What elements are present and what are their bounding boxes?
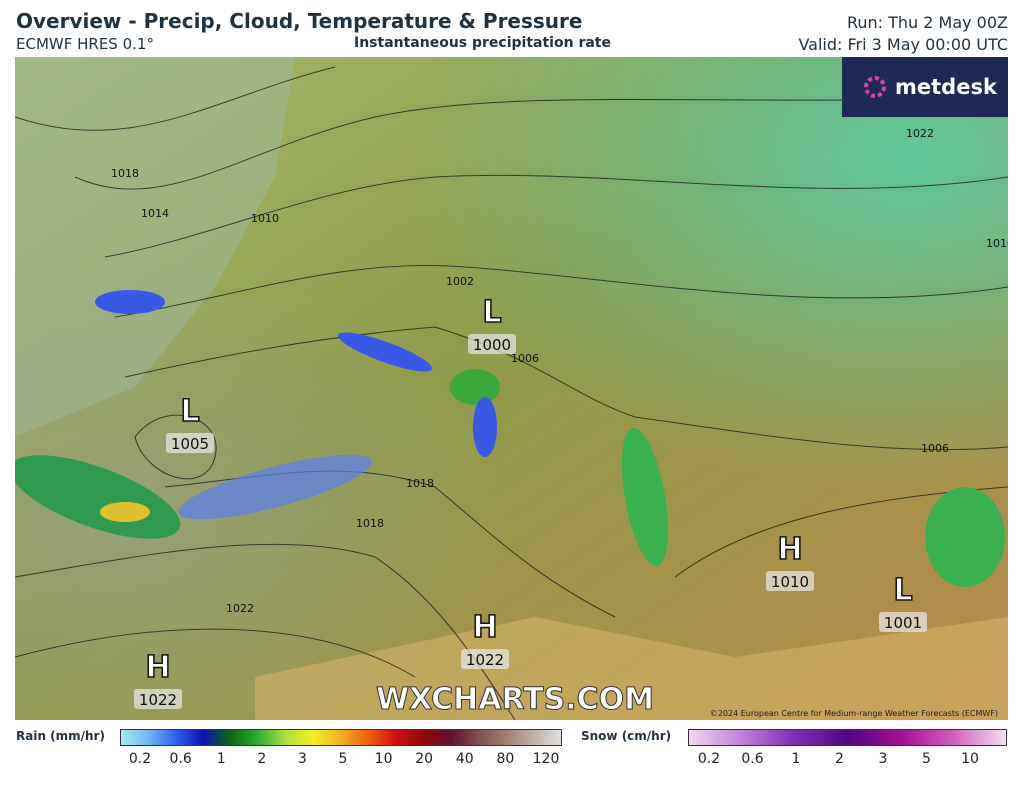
model: ECMWF HRES 0.1°	[16, 35, 154, 53]
center-pressure: 1022	[139, 691, 177, 709]
center-kind: L	[180, 394, 199, 429]
rain-title: Rain (mm/hr)	[16, 729, 105, 743]
isobar-label: 1018	[356, 517, 384, 530]
center-kind: L	[482, 295, 501, 330]
run: Run: Thu 2 May 00Z	[846, 13, 1008, 32]
rain-tick: 1	[216, 751, 226, 767]
isobar-label: 1006	[511, 352, 539, 365]
title: Overview - Precip, Cloud, Temperature & …	[16, 9, 583, 33]
center-kind: H	[777, 532, 802, 567]
logo: metdesk	[895, 75, 998, 99]
valid: Valid: Fri 3 May 00:00 UTC	[798, 35, 1008, 54]
rain-tick: 120	[532, 751, 560, 767]
center-pressure: 1010	[771, 573, 809, 591]
rain-tick: 0.2	[128, 751, 152, 767]
rain-tick: 10	[374, 751, 393, 767]
isobar-label: 1022	[226, 602, 254, 615]
rain-tick: 2	[257, 751, 267, 767]
center-kind: H	[472, 610, 497, 645]
isobar-label: 1014	[141, 207, 169, 220]
center-box	[134, 689, 182, 709]
map: metdesk WXCHARTS.COM ©2024 European Cent…	[15, 57, 1008, 720]
snow-tick: 5	[922, 751, 931, 767]
snow-tick: 1	[791, 751, 801, 767]
snow-tick: 0.6	[741, 751, 764, 767]
rain-tick: 0.6	[169, 751, 192, 767]
precipitation	[15, 290, 1005, 587]
isobar-label: 1018	[111, 167, 139, 180]
logo-box	[842, 57, 1008, 117]
logo-icon	[864, 76, 886, 98]
isobars	[15, 66, 1008, 720]
snow-title: Snow (cm/hr)	[581, 729, 672, 743]
rain-tick: 3	[297, 751, 307, 767]
rain-tick: 80	[496, 751, 515, 767]
snow-scale	[688, 729, 1007, 746]
snow-tick: 10	[961, 751, 979, 767]
center-box	[166, 433, 214, 453]
center-kind: L	[893, 573, 912, 608]
center-pressure: 1001	[884, 614, 922, 632]
center-pressure: 1005	[171, 435, 209, 453]
rain-tick: 5	[338, 751, 348, 767]
rain-tick: 20	[415, 751, 434, 767]
rain-scale	[120, 729, 562, 746]
snow-tick: 3	[878, 751, 888, 767]
copyright: ©2024 European Centre for Medium-range W…	[710, 709, 998, 718]
subtitle: Instantaneous precipitation rate	[354, 35, 611, 51]
isobar-label: 1010	[251, 212, 279, 225]
center-kind: H	[145, 650, 170, 685]
center-pressure: 1022	[466, 651, 504, 669]
isobar-label: 1022	[906, 127, 934, 140]
center-pressure: 1000	[473, 336, 511, 354]
rain-tick: 40	[455, 751, 474, 767]
center-box	[468, 334, 516, 354]
center-box	[879, 612, 927, 632]
isobar-label: 1018	[406, 477, 434, 490]
center-box	[766, 571, 814, 591]
watermark: WXCHARTS.COM	[376, 682, 654, 717]
isobar-label: 1010	[986, 237, 1008, 250]
isobar-label: 1002	[446, 275, 474, 288]
snow-tick: 2	[835, 751, 844, 767]
desert	[255, 617, 1008, 720]
center-box	[461, 649, 509, 669]
ocean-cloud	[15, 57, 295, 437]
snow-tick: 0.2	[697, 751, 721, 767]
isobar-label: 1006	[921, 442, 949, 455]
